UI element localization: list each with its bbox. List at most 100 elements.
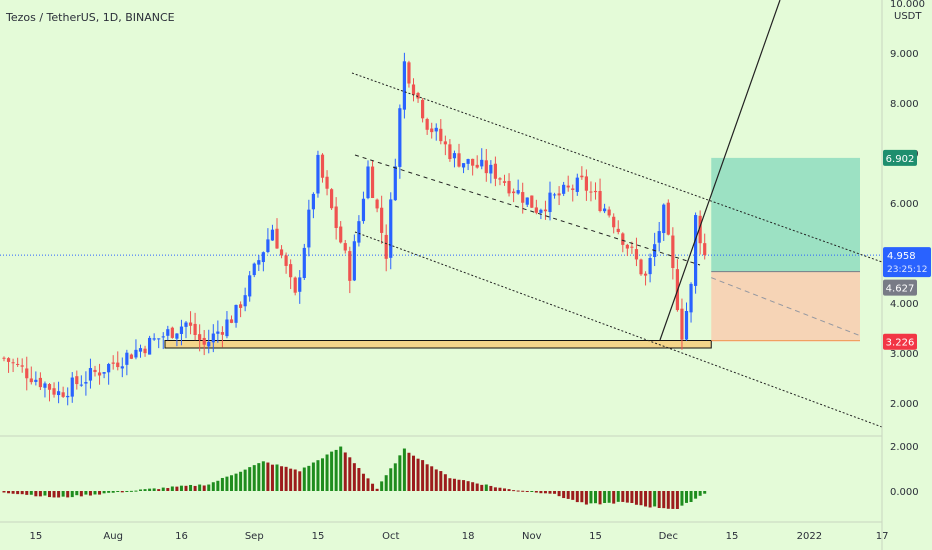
osc-bar [361, 473, 365, 491]
candle-body [11, 362, 15, 364]
last-price-badge [883, 247, 931, 278]
time-tick-label: Oct [382, 531, 399, 542]
osc-bar [70, 491, 74, 498]
candle-body [302, 247, 306, 278]
osc-bar [189, 484, 193, 491]
candle-body [389, 199, 393, 258]
osc-bar [580, 491, 584, 503]
price-tick-label: 8.000 [890, 99, 919, 110]
osc-bar [348, 457, 352, 491]
candle-body [671, 235, 675, 268]
osc-bar [466, 481, 470, 491]
candle-body [120, 366, 124, 369]
candle-body [498, 178, 502, 180]
candle-body [330, 189, 334, 209]
osc-tick-label: 0.000 [890, 487, 919, 498]
osc-bar [270, 464, 274, 491]
candle-body [70, 377, 74, 397]
candle-body [393, 166, 397, 201]
osc-bar [248, 467, 252, 491]
osc-bar [311, 462, 315, 491]
osc-bar [352, 463, 356, 491]
candle-body [630, 246, 634, 248]
candle-body [161, 336, 165, 338]
osc-bar [512, 490, 516, 492]
osc-bar [689, 491, 693, 503]
entry-price-text: 4.627 [886, 284, 915, 295]
candle-body [575, 177, 579, 192]
candle-body [375, 199, 379, 209]
osc-bar [125, 491, 129, 492]
osc-bar [439, 471, 443, 491]
osc-bar [175, 486, 179, 491]
osc-bar [29, 491, 33, 495]
candle-body [175, 333, 179, 339]
last-price-text: 4.958 [887, 251, 916, 262]
candle-body [88, 368, 93, 381]
candle-body [84, 382, 88, 384]
candle-body [239, 304, 243, 308]
osc-bar [321, 458, 324, 491]
channel-upper-line [351, 72, 883, 263]
osc-bar [139, 489, 142, 491]
candle-body [66, 395, 70, 398]
osc-bar [38, 491, 42, 497]
osc-bar [143, 489, 147, 491]
candle-body [134, 349, 138, 358]
osc-bar [339, 446, 343, 491]
osc-bar [475, 483, 479, 491]
osc-bar [416, 458, 420, 491]
candle-body [243, 295, 247, 307]
osc-bar [566, 491, 570, 499]
candle-body [489, 164, 493, 174]
osc-bar [184, 485, 188, 491]
candle-body [434, 127, 438, 132]
osc-bar [334, 449, 338, 491]
osc-bar [343, 452, 347, 491]
osc-bar [11, 491, 15, 494]
candle-body [666, 202, 670, 235]
osc-bar [380, 481, 384, 491]
price-tick-label: 6.000 [890, 199, 919, 210]
osc-bar [589, 491, 593, 504]
osc-bar [634, 491, 638, 505]
osc-bar [280, 466, 284, 491]
osc-bar [484, 484, 488, 491]
osc-bar [471, 482, 475, 491]
candle-body [352, 241, 356, 281]
price-tick-label: 10.000 [890, 0, 925, 10]
osc-bar [630, 491, 634, 504]
osc-bar [653, 491, 657, 507]
candle-body [552, 194, 557, 196]
osc-bar [79, 491, 83, 497]
price-tick-label: 2.000 [890, 399, 919, 410]
candle-body [543, 209, 548, 212]
time-tick-label: Dec [659, 531, 678, 542]
osc-bar [543, 491, 547, 494]
candle-body [52, 388, 56, 395]
candle-body [198, 334, 202, 340]
osc-bar [202, 485, 206, 491]
candle-body [97, 372, 102, 376]
candle-body [320, 154, 325, 178]
osc-bar [571, 491, 575, 500]
candle-body [252, 263, 256, 276]
breakout-line [659, 0, 781, 341]
osc-bar [48, 491, 51, 498]
candle-body [61, 392, 65, 397]
candle-body [534, 207, 538, 213]
channel-lower-line [354, 231, 883, 428]
osc-bar [275, 464, 279, 491]
time-tick-label: 15 [312, 531, 325, 542]
osc-bar [134, 490, 138, 492]
candle-body [148, 337, 152, 355]
candle-body [502, 181, 507, 183]
osc-bar [7, 491, 11, 494]
osc-bar [43, 491, 47, 496]
candle-body [480, 159, 484, 167]
stop-price-badge [883, 333, 917, 350]
osc-bar [193, 485, 197, 491]
candle-body [266, 239, 270, 253]
